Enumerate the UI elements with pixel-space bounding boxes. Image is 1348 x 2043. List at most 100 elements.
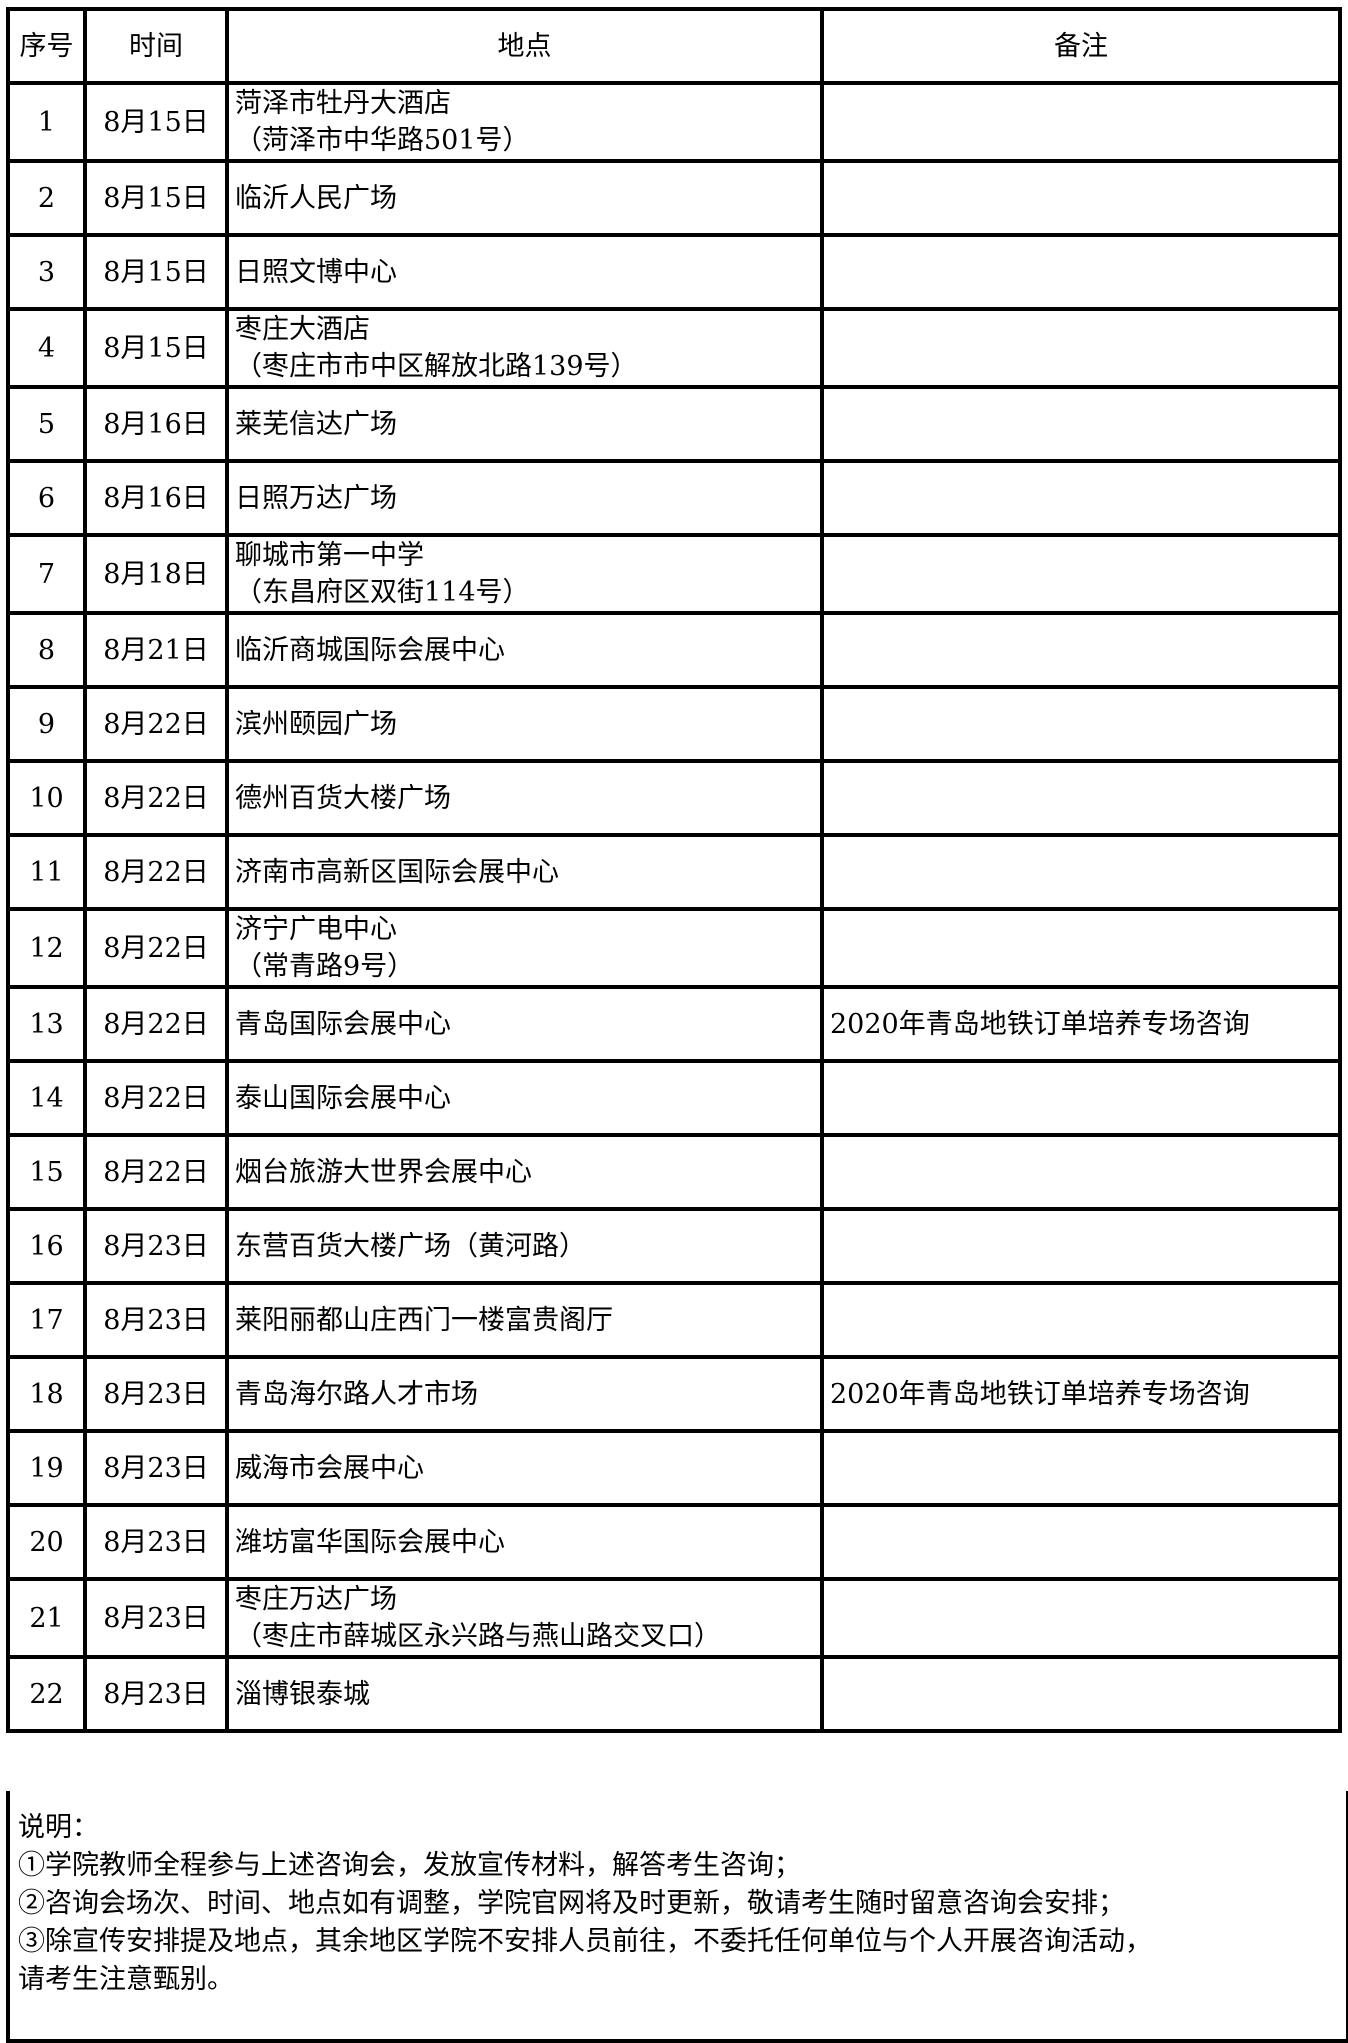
- note-line: ②咨询会场次、时间、地点如有调整，学院官网将及时更新，敬请考生随时留意咨询会安排…: [18, 1888, 1125, 1919]
- row-date: 8月22日: [103, 1008, 209, 1040]
- row-date: 8月22日: [103, 856, 209, 888]
- row-place: 滨州颐园广场: [235, 708, 397, 740]
- cell-no: 17: [6, 1281, 87, 1359]
- cell-remark: [820, 1059, 1342, 1137]
- row-place: 青岛国际会展中心: [235, 1008, 451, 1040]
- cell-remark: 2020年青岛地铁订单培养专场咨询: [820, 985, 1342, 1063]
- cell-place: 威海市会展中心: [225, 1429, 824, 1507]
- note-line: ③除宣传安排提及地点，其余地区学院不安排人员前往，不委托任何单位与个人开展咨询活…: [18, 1926, 1152, 1957]
- cell-date: 8月23日: [83, 1355, 229, 1433]
- cell-place: 青岛国际会展中心: [225, 985, 824, 1063]
- schedule-table: 序号 时间 地点 备注 1 8月15日 菏泽市牡丹大酒店 （菏泽市中华路501号） 2 8…: [6, 7, 1342, 1733]
- row-place-address: （东昌府区双街114号）: [235, 577, 530, 608]
- row-date: 8月23日: [103, 1230, 209, 1262]
- cell-no: 15: [6, 1133, 87, 1211]
- header-place: 地点: [225, 7, 824, 85]
- cell-place: 枣庄万达广场 （枣庄市薛城区永兴路与燕山路交叉口）: [225, 1577, 824, 1659]
- cell-remark: [820, 685, 1342, 763]
- cell-no: 10: [6, 759, 87, 837]
- row-no: 13: [29, 1008, 64, 1040]
- row-place: 枣庄万达广场: [235, 1584, 397, 1615]
- row-date: 8月23日: [103, 1602, 209, 1634]
- row-no: 21: [29, 1602, 64, 1634]
- table-row: 18 8月23日 青岛海尔路人才市场 2020年青岛地铁订单培养专场咨询: [6, 1355, 1342, 1433]
- cell-no: 20: [6, 1503, 87, 1581]
- cell-no: 12: [6, 907, 87, 989]
- cell-remark: [820, 385, 1342, 463]
- cell-remark: [820, 1281, 1342, 1359]
- row-place: 东营百货大楼广场（黄河路）: [235, 1230, 586, 1262]
- cell-no: 9: [6, 685, 87, 763]
- row-date: 8月15日: [103, 332, 209, 364]
- cell-place: 滨州颐园广场: [225, 685, 824, 763]
- row-no: 9: [37, 708, 56, 740]
- table-row: 21 8月23日 枣庄万达广场 （枣庄市薛城区永兴路与燕山路交叉口）: [6, 1577, 1342, 1659]
- table-row: 3 8月15日 日照文博中心: [6, 233, 1342, 311]
- cell-remark: [820, 533, 1342, 615]
- row-remark: 2020年青岛地铁订单培养专场咨询: [830, 1008, 1250, 1040]
- cell-date: 8月23日: [83, 1429, 229, 1507]
- row-no: 18: [29, 1378, 64, 1410]
- row-date: 8月15日: [103, 106, 209, 138]
- row-date: 8月22日: [103, 1082, 209, 1114]
- row-place: 莱阳丽都山庄西门一楼富贵阁厅: [235, 1304, 613, 1336]
- cell-remark: [820, 611, 1342, 689]
- cell-date: 8月22日: [83, 759, 229, 837]
- row-place: 淄博银泰城: [235, 1678, 370, 1710]
- cell-remark: [820, 1503, 1342, 1581]
- row-date: 8月22日: [103, 932, 209, 964]
- cell-place: 德州百货大楼广场: [225, 759, 824, 837]
- cell-remark: [820, 159, 1342, 237]
- notes-title: 说明：: [18, 1812, 99, 1843]
- cell-no: 4: [6, 307, 87, 389]
- table-row: 11 8月22日 济南市高新区国际会展中心: [6, 833, 1342, 911]
- row-place: 泰山国际会展中心: [235, 1082, 451, 1114]
- row-place: 聊城市第一中学: [235, 540, 424, 571]
- row-place: 枣庄大酒店: [235, 314, 370, 345]
- row-no: 1: [37, 106, 56, 138]
- row-place: 日照文博中心: [235, 256, 397, 288]
- row-place: 济南市高新区国际会展中心: [235, 856, 559, 888]
- cell-remark: [820, 759, 1342, 837]
- table-row: 12 8月22日 济宁广电中心 （常青路9号）: [6, 907, 1342, 989]
- cell-date: 8月23日: [83, 1207, 229, 1285]
- row-no: 7: [37, 558, 56, 590]
- cell-remark: [820, 907, 1342, 989]
- row-no: 5: [37, 408, 56, 440]
- cell-place: 临沂人民广场: [225, 159, 824, 237]
- table-row: 14 8月22日 泰山国际会展中心: [6, 1059, 1342, 1137]
- table-row: 4 8月15日 枣庄大酒店 （枣庄市市中区解放北路139号）: [6, 307, 1342, 389]
- cell-remark: [820, 1577, 1342, 1659]
- cell-place: 潍坊富华国际会展中心: [225, 1503, 824, 1581]
- table-row: 19 8月23日 威海市会展中心: [6, 1429, 1342, 1507]
- row-date: 8月23日: [103, 1452, 209, 1484]
- row-no: 6: [37, 482, 56, 514]
- cell-date: 8月21日: [83, 611, 229, 689]
- cell-place: 临沂商城国际会展中心: [225, 611, 824, 689]
- cell-no: 18: [6, 1355, 87, 1433]
- row-date: 8月22日: [103, 782, 209, 814]
- row-place: 威海市会展中心: [235, 1452, 424, 1484]
- row-place-address: （枣庄市市中区解放北路139号）: [235, 351, 638, 382]
- cell-no: 21: [6, 1577, 87, 1659]
- row-place-address: （常青路9号）: [235, 951, 415, 982]
- cell-no: 13: [6, 985, 87, 1063]
- cell-remark: [820, 1133, 1342, 1211]
- cell-no: 22: [6, 1655, 87, 1733]
- row-no: 10: [29, 782, 64, 814]
- cell-no: 5: [6, 385, 87, 463]
- cell-place: 日照万达广场: [225, 459, 824, 537]
- table-row: 5 8月16日 莱芜信达广场: [6, 385, 1342, 463]
- cell-date: 8月23日: [83, 1503, 229, 1581]
- cell-remark: [820, 1207, 1342, 1285]
- cell-no: 14: [6, 1059, 87, 1137]
- table-row: 2 8月15日 临沂人民广场: [6, 159, 1342, 237]
- row-date: 8月23日: [103, 1304, 209, 1336]
- cell-place: 淄博银泰城: [225, 1655, 824, 1733]
- cell-no: 19: [6, 1429, 87, 1507]
- row-no: 20: [29, 1526, 64, 1558]
- table-row: 9 8月22日 滨州颐园广场: [6, 685, 1342, 763]
- header-no: 序号: [6, 7, 87, 85]
- table-row: 20 8月23日 潍坊富华国际会展中心: [6, 1503, 1342, 1581]
- table-row: 6 8月16日 日照万达广场: [6, 459, 1342, 537]
